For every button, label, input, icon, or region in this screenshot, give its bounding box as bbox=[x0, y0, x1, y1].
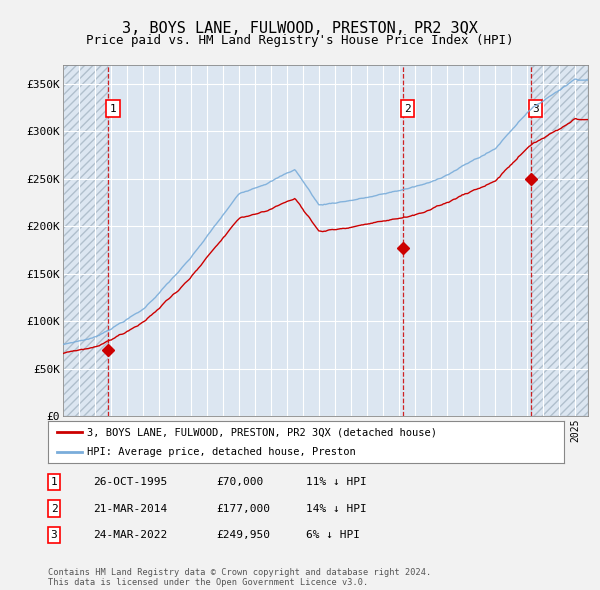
Text: 3: 3 bbox=[532, 104, 539, 114]
Text: 1: 1 bbox=[110, 104, 116, 114]
Bar bbox=[63, 65, 108, 416]
Text: Contains HM Land Registry data © Crown copyright and database right 2024.
This d: Contains HM Land Registry data © Crown c… bbox=[48, 568, 431, 587]
Text: 11% ↓ HPI: 11% ↓ HPI bbox=[306, 477, 367, 487]
Text: 1: 1 bbox=[50, 477, 58, 487]
Text: 6% ↓ HPI: 6% ↓ HPI bbox=[306, 530, 360, 540]
Text: 3, BOYS LANE, FULWOOD, PRESTON, PR2 3QX: 3, BOYS LANE, FULWOOD, PRESTON, PR2 3QX bbox=[122, 21, 478, 35]
Text: HPI: Average price, detached house, Preston: HPI: Average price, detached house, Pres… bbox=[86, 447, 355, 457]
Text: 14% ↓ HPI: 14% ↓ HPI bbox=[306, 504, 367, 513]
Text: £70,000: £70,000 bbox=[216, 477, 263, 487]
Text: 3: 3 bbox=[50, 530, 58, 540]
Text: Price paid vs. HM Land Registry's House Price Index (HPI): Price paid vs. HM Land Registry's House … bbox=[86, 34, 514, 47]
Text: 2: 2 bbox=[404, 104, 411, 114]
Text: £177,000: £177,000 bbox=[216, 504, 270, 513]
Text: 21-MAR-2014: 21-MAR-2014 bbox=[93, 504, 167, 513]
Bar bbox=[531, 65, 588, 416]
Text: £249,950: £249,950 bbox=[216, 530, 270, 540]
Text: 2: 2 bbox=[50, 504, 58, 513]
Text: 24-MAR-2022: 24-MAR-2022 bbox=[93, 530, 167, 540]
Text: 26-OCT-1995: 26-OCT-1995 bbox=[93, 477, 167, 487]
Text: 3, BOYS LANE, FULWOOD, PRESTON, PR2 3QX (detached house): 3, BOYS LANE, FULWOOD, PRESTON, PR2 3QX … bbox=[86, 427, 437, 437]
